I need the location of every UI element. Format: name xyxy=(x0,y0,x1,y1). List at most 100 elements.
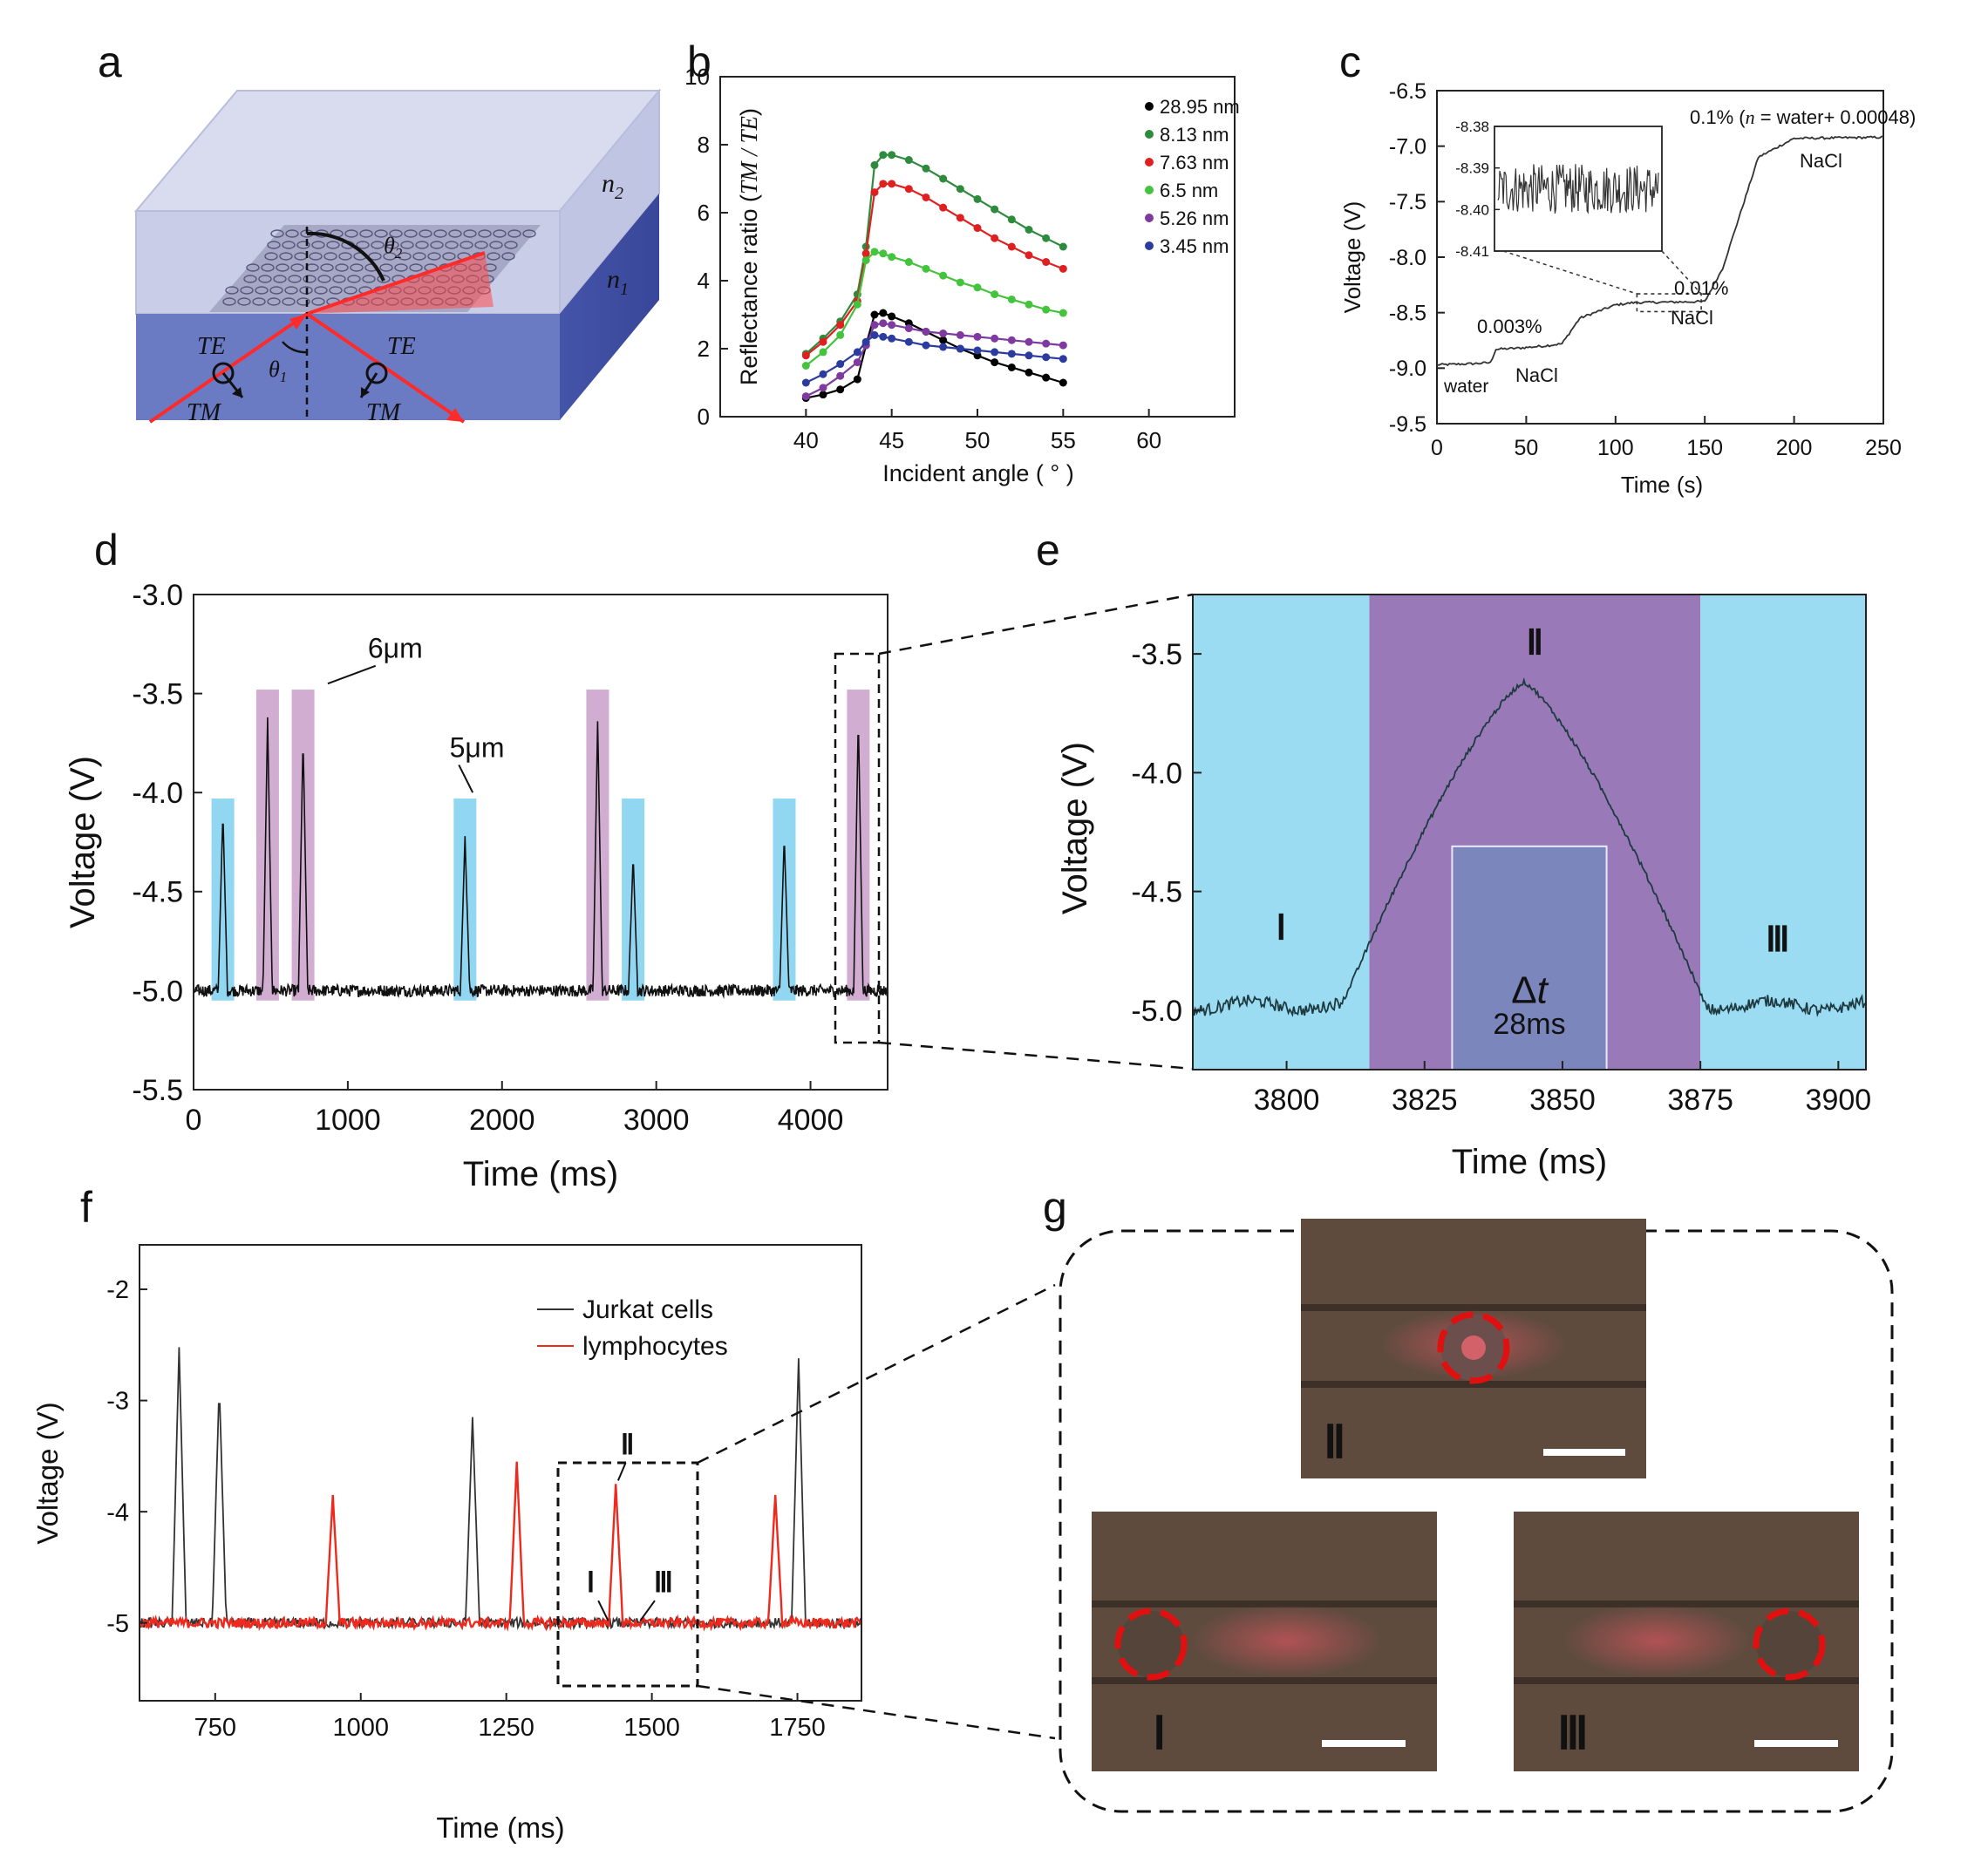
dt-label: Δt xyxy=(1511,969,1549,1012)
lattice-cell xyxy=(448,229,462,238)
lattice-cell xyxy=(284,286,298,295)
data-point xyxy=(1007,350,1016,358)
lattice-cell xyxy=(433,229,447,238)
lattice-cell xyxy=(415,241,429,249)
lattice-cell xyxy=(474,241,488,249)
data-point xyxy=(1042,373,1051,382)
data-point xyxy=(1025,337,1033,346)
lattice-cell xyxy=(335,263,349,272)
panel-d-frame xyxy=(193,594,888,1091)
panel-f-ticks: 750 1000 1250 1500 1750 -5 -4 -3 -2 xyxy=(106,1276,826,1742)
lattice-cell xyxy=(501,252,515,261)
series-line-2 xyxy=(805,182,1064,357)
reflected-arrowhead xyxy=(446,408,464,422)
lattice-cell xyxy=(279,252,293,261)
data-point xyxy=(922,193,930,201)
lattice-cell xyxy=(445,241,459,249)
theta2-label: θ2 xyxy=(384,233,403,262)
y-tick-label: -5.5 xyxy=(132,1074,183,1107)
lattice-cell xyxy=(427,252,441,261)
y-tick-label: -2 xyxy=(106,1276,129,1304)
x-tick-label: 40 xyxy=(793,427,819,453)
leader-iii xyxy=(639,1600,656,1621)
data-point xyxy=(1059,242,1067,251)
series-line-4 xyxy=(805,322,1064,398)
data-point xyxy=(922,164,930,173)
lattice-cell xyxy=(385,241,399,249)
annotation-nacl-3: NaCl xyxy=(1800,150,1842,172)
data-point xyxy=(861,256,870,265)
legend-label: Jurkat cells xyxy=(582,1295,713,1324)
x-tick-label: 55 xyxy=(1051,427,1076,453)
y-tick-label: -4.5 xyxy=(1131,876,1182,909)
x-tick-label: 250 xyxy=(1865,436,1902,460)
dt-box xyxy=(1451,845,1608,1070)
series-line-0 xyxy=(140,1347,861,1631)
inset-connector xyxy=(1502,250,1637,295)
y-tick-label: 8 xyxy=(698,132,710,158)
panel-d-ticks: 0 1000 2000 3000 4000 -5.5 -5.0 -4.5 -4.0 -3.5 -3.… xyxy=(132,579,843,1137)
x-tick-label: 1000 xyxy=(315,1104,381,1137)
lattice-cell xyxy=(267,297,281,306)
data-point xyxy=(801,362,810,370)
data-point xyxy=(879,319,888,328)
data-point xyxy=(991,334,999,343)
lattice-cell xyxy=(362,275,376,283)
series-line xyxy=(1436,135,1884,367)
lattice-cell xyxy=(377,275,391,283)
data-point xyxy=(853,375,861,384)
data-point xyxy=(939,271,948,280)
cell-marker-i xyxy=(1114,1607,1188,1681)
panel-f-series xyxy=(140,1347,861,1632)
panel-e-series xyxy=(1193,676,1866,1017)
data-point xyxy=(922,264,930,273)
data-point xyxy=(973,283,982,292)
lattice-cell xyxy=(332,275,346,283)
data-point xyxy=(879,151,888,160)
y-tick-label: -4.0 xyxy=(132,777,183,810)
lattice-cell xyxy=(303,275,317,283)
panel-f-legend: Jurkat cells lymphocytes xyxy=(537,1295,728,1361)
y-tick-label: 2 xyxy=(698,336,710,362)
tm-arrowhead-left xyxy=(232,387,242,398)
lattice-cell xyxy=(290,263,304,272)
legend-marker xyxy=(1145,241,1154,250)
panel-a-schematic: n2 n1 θ2 θ1 TE TM TE TM xyxy=(133,88,662,426)
lattice-cell xyxy=(463,229,477,238)
lattice-cell xyxy=(311,241,325,249)
lattice-cell xyxy=(276,263,289,272)
leader-ii xyxy=(616,1462,627,1481)
lattice-cell xyxy=(389,229,403,238)
lattice-cell xyxy=(267,241,281,249)
prism-front-face xyxy=(136,314,560,420)
panel-c-inset: -8.38 -8.39 -8.40 -8.41 xyxy=(1455,119,1702,295)
panel-g-images: Ⅱ Ⅰ Ⅲ xyxy=(1059,1219,1894,1813)
panel-c-chart: 0 50 100 150 200 250 -9.5 -9.0 -8.5 -8.0 -7.5 -7.0 -… xyxy=(1339,79,1916,498)
annotation-0003: 0.003% xyxy=(1477,316,1542,337)
data-point xyxy=(870,330,879,339)
data-point xyxy=(1007,363,1016,371)
lattice-cell xyxy=(309,252,323,261)
panel-c-series xyxy=(1436,135,1884,367)
y-tick-label: -4 xyxy=(106,1499,129,1526)
y-tick-label: -4.0 xyxy=(1131,757,1182,790)
inset-tick-label: -8.39 xyxy=(1455,160,1489,177)
micrograph-iii-label: Ⅲ xyxy=(1557,1709,1589,1759)
lattice-cell xyxy=(296,297,310,306)
lattice-cell xyxy=(252,297,266,306)
data-point xyxy=(939,203,948,212)
data-point xyxy=(888,321,896,330)
te-label-left: TE xyxy=(197,333,226,360)
annotation-3: Ⅲ xyxy=(654,1567,673,1598)
y-tick-label: -8.5 xyxy=(1389,301,1426,325)
inset-tick-label: -8.41 xyxy=(1455,243,1489,260)
data-point xyxy=(870,188,879,197)
x-tick-label: 0 xyxy=(186,1104,202,1137)
te-label-right: TE xyxy=(387,333,416,360)
data-point xyxy=(836,371,845,380)
y-tick-label: -9.5 xyxy=(1389,412,1426,437)
x-tick-label: 45 xyxy=(879,427,904,453)
peak-highlight-3 xyxy=(453,799,477,1001)
region-3 xyxy=(1700,595,1866,1070)
panel-label-c: c xyxy=(1339,37,1361,86)
